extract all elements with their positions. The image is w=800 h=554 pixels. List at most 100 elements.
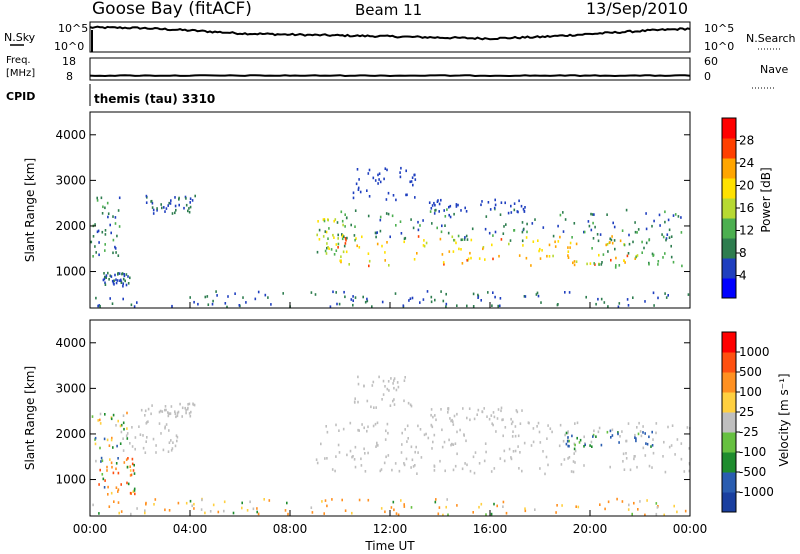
velocity-cell — [576, 421, 579, 425]
velocity-cell — [129, 491, 132, 495]
power-cell — [524, 206, 526, 209]
power-cell — [354, 225, 356, 228]
velocity-cell — [466, 416, 468, 420]
velocity-cell — [512, 430, 514, 433]
velocity-cell — [472, 455, 475, 459]
power-colorbar-seg-0 — [722, 278, 736, 299]
velocity-cell — [663, 440, 665, 444]
power-cell — [184, 195, 187, 199]
power-cell — [564, 218, 567, 221]
power-cell — [161, 206, 163, 210]
power-cell — [386, 241, 388, 244]
velocity-cell — [575, 505, 577, 508]
velocity-cell — [478, 462, 481, 465]
power-cell — [109, 297, 111, 300]
velocity-cell — [375, 406, 377, 409]
velocity-cell — [493, 502, 495, 506]
power-cell — [336, 221, 339, 224]
velocity-cell — [432, 440, 434, 444]
power-cell — [487, 291, 489, 294]
velocity-cell — [349, 449, 352, 453]
power-cell — [112, 251, 114, 255]
power-cell — [124, 279, 126, 283]
power-cell — [384, 259, 386, 262]
power-cell — [264, 293, 267, 297]
power-cell — [189, 197, 192, 200]
velocity-cell — [174, 412, 177, 415]
power-cell — [317, 220, 319, 223]
power-cell — [409, 180, 411, 184]
velocity-colorbar-tick-label-7: -1000 — [739, 485, 774, 499]
power-cell — [457, 234, 460, 238]
velocity-cell — [363, 384, 365, 388]
power-cell — [537, 239, 539, 242]
power-cell — [513, 229, 515, 232]
power-cell — [430, 207, 433, 210]
nsky-panel: N.Sky 10^5 10^0 10^5 10^0 N.Search — [4, 21, 796, 53]
velocity-cell — [590, 440, 593, 444]
velocity-ytick-label-2: 3000 — [55, 381, 86, 395]
velocity-cell — [145, 502, 147, 506]
power-cell — [130, 303, 133, 307]
power-cell — [110, 275, 113, 278]
power-cell — [113, 283, 115, 286]
power-cell — [372, 176, 375, 180]
power-cell — [535, 293, 538, 296]
velocity-cell — [472, 511, 474, 514]
velocity-cell — [491, 422, 493, 425]
velocity-cell — [159, 409, 162, 413]
velocity-colorbar-seg-5 — [722, 392, 736, 413]
power-cell — [402, 304, 405, 307]
power-cell — [484, 227, 487, 231]
power-cell — [572, 261, 574, 265]
velocity-cell — [447, 513, 449, 517]
power-cell — [617, 305, 620, 309]
velocity-cell — [117, 488, 120, 491]
velocity-cell — [403, 503, 405, 506]
power-cell — [344, 237, 347, 240]
velocity-cell — [505, 511, 508, 515]
power-cell — [111, 302, 114, 305]
power-cell — [614, 266, 617, 269]
velocity-cell — [410, 404, 413, 408]
velocity-cell — [154, 498, 157, 501]
velocity-cell — [461, 467, 464, 471]
velocity-cell — [439, 459, 441, 463]
power-cell — [125, 273, 128, 276]
velocity-cell — [325, 425, 327, 428]
power-cell — [96, 196, 98, 200]
velocity-cell — [406, 424, 409, 428]
velocity-cell — [619, 435, 621, 438]
power-cell — [433, 212, 436, 215]
power-cell — [470, 256, 472, 260]
power-cell — [107, 212, 110, 215]
velocity-colorbar: 1000 500 100 25 -25 -100 -500 -1000 — [721, 331, 774, 513]
power-cell — [464, 236, 466, 239]
velocity-cell — [391, 468, 393, 472]
velocity-cell — [662, 455, 664, 458]
velocity-cell — [176, 411, 179, 415]
power-cell — [599, 233, 602, 236]
velocity-cell — [621, 500, 624, 503]
velocity-cell — [256, 510, 258, 514]
power-cell — [405, 193, 407, 197]
power-cell — [122, 282, 124, 285]
velocity-cell — [466, 463, 468, 467]
power-cell — [117, 254, 120, 257]
velocity-cell — [170, 449, 173, 452]
power-cell — [598, 263, 600, 266]
velocity-cell — [592, 435, 594, 438]
velocity-cell — [99, 446, 101, 450]
power-cell — [355, 237, 357, 240]
power-cell — [567, 246, 569, 249]
freq-tick-top: 18 — [62, 55, 76, 68]
velocity-cell — [100, 460, 102, 463]
velocity-cell — [155, 444, 157, 447]
power-cell — [342, 234, 344, 237]
velocity-cell — [572, 460, 575, 463]
velocity-cell — [120, 510, 123, 513]
nsky-tick-top: 10^5 — [58, 22, 88, 35]
velocity-cell — [335, 423, 337, 427]
power-cell — [340, 259, 342, 262]
velocity-cell — [326, 430, 329, 434]
